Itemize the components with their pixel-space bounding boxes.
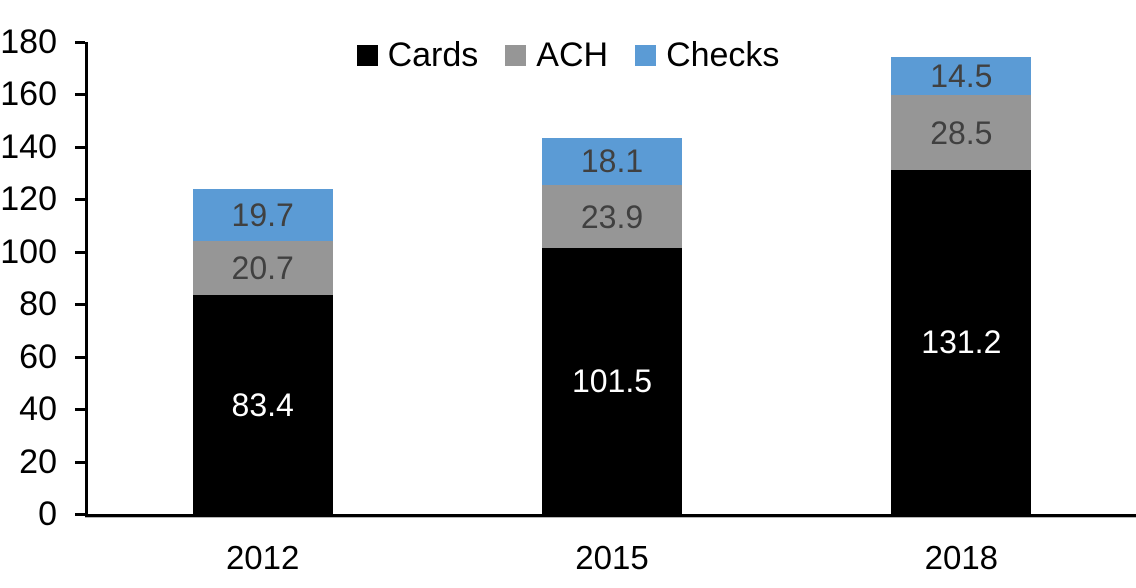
y-axis-tick: [75, 303, 85, 307]
bar-segment-checks: 18.1: [542, 137, 682, 186]
y-axis-tick: [75, 93, 85, 97]
bar-segment-checks: 14.5: [891, 57, 1032, 96]
legend-label: ACH: [536, 36, 609, 74]
y-axis-tick: [75, 41, 85, 44]
y-axis-tick: [75, 250, 85, 254]
bar-segment-label: 131.2: [921, 323, 1002, 360]
y-axis-tick-label: 40: [19, 390, 57, 429]
legend-swatch-icon: [505, 44, 527, 66]
legend: Cards ACH Checks: [0, 38, 1136, 72]
bar-segment-label: 23.9: [580, 198, 644, 235]
bar-segment-label: 101.5: [571, 362, 653, 399]
bar-segment-cards: 83.4: [192, 295, 333, 514]
y-axis-line: [85, 42, 88, 517]
legend-item-checks: Checks: [635, 38, 779, 72]
bar-segment-checks: 19.7: [192, 189, 333, 242]
bar-segment-cards: 101.5: [542, 247, 682, 514]
legend-swatch-icon: [635, 44, 657, 66]
y-axis-tick-label: 160: [0, 75, 57, 114]
y-axis-tick: [75, 355, 85, 359]
legend-label: Checks: [666, 36, 780, 74]
y-axis-tick: [75, 198, 85, 202]
y-axis-tick-label: 0: [38, 495, 57, 533]
bar-segment-ach: 20.7: [192, 241, 333, 296]
y-axis-tick-label: 60: [19, 337, 57, 376]
bar-segment-ach: 28.5: [891, 95, 1032, 170]
y-axis-tick: [75, 513, 85, 516]
legend-label: Cards: [387, 36, 479, 74]
legend-swatch-icon: [356, 44, 378, 66]
y-axis-tick-label: 20: [19, 442, 57, 481]
legend-item-ach: ACH: [505, 38, 608, 72]
bar-segment-label: 18.1: [580, 143, 644, 180]
y-axis-tick-label: 100: [0, 232, 57, 271]
bar-segment-ach: 23.9: [542, 185, 682, 248]
x-axis-line: [85, 514, 1136, 517]
x-axis-label: 2015: [575, 539, 649, 576]
y-axis-tick-label: 120: [0, 180, 57, 219]
y-axis-tick-label: 180: [0, 23, 57, 61]
x-axis-label: 2012: [225, 539, 300, 576]
y-axis-tick-label: 80: [19, 285, 57, 324]
legend-item-cards: Cards: [356, 36, 479, 74]
x-axis-label: 2018: [924, 539, 999, 576]
y-axis-tick: [75, 460, 85, 464]
bar-segment-label: 20.7: [231, 250, 294, 287]
bar-segment-cards: 131.2: [891, 169, 1032, 514]
bar-segment-label: 19.7: [231, 197, 294, 234]
y-axis-tick: [75, 408, 85, 412]
y-axis-tick-label: 140: [0, 127, 57, 166]
y-axis-tick: [75, 145, 85, 149]
bar-segment-label: 14.5: [930, 58, 993, 95]
bar-segment-label: 83.4: [231, 386, 294, 423]
bar-segment-label: 28.5: [930, 114, 993, 151]
